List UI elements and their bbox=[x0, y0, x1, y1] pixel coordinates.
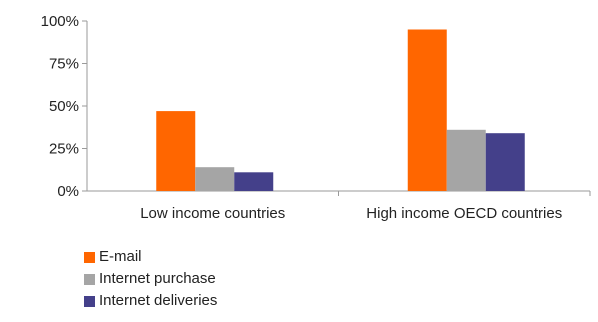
bar-chart: 0% 25% 50% 75% 100% Low income countries High … bbox=[41, 13, 591, 222]
x-tick-label: Low income countries bbox=[140, 205, 285, 222]
x-tick-label: High income OECD countries bbox=[366, 205, 562, 222]
legend-swatch bbox=[84, 295, 95, 307]
legend-item: E-mail bbox=[84, 246, 217, 268]
bar bbox=[195, 167, 235, 191]
y-tick-label: 0% bbox=[57, 183, 79, 200]
bar bbox=[485, 133, 525, 191]
bar bbox=[234, 172, 274, 191]
y-tick-label: 100% bbox=[41, 13, 79, 30]
bar bbox=[407, 29, 447, 191]
legend-label: Internet deliveries bbox=[99, 292, 218, 309]
bar bbox=[446, 129, 486, 191]
y-tick-label: 25% bbox=[49, 141, 79, 158]
legend-item: Internet deliveries bbox=[84, 290, 217, 312]
legend-label: E-mail bbox=[99, 248, 142, 265]
bar bbox=[156, 111, 196, 191]
legend-item: Internet purchase bbox=[84, 268, 217, 290]
y-tick-label: 50% bbox=[49, 98, 79, 115]
legend-swatch bbox=[84, 273, 95, 285]
legend-swatch bbox=[84, 251, 95, 263]
y-tick-label: 75% bbox=[49, 56, 79, 73]
legend-label: Internet purchase bbox=[99, 270, 216, 287]
chart-legend: E-mail Internet purchase Internet deliveri… bbox=[84, 246, 217, 312]
